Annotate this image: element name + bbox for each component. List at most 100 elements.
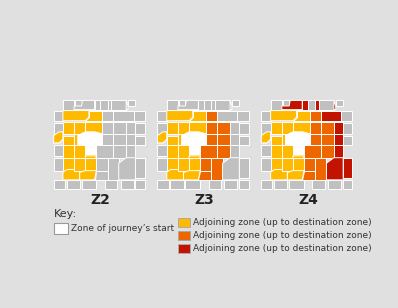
Polygon shape: [334, 145, 343, 158]
Polygon shape: [54, 136, 63, 143]
Polygon shape: [158, 158, 167, 171]
Polygon shape: [230, 100, 232, 110]
Polygon shape: [343, 136, 353, 145]
Polygon shape: [189, 122, 206, 134]
Polygon shape: [336, 100, 343, 106]
Polygon shape: [126, 145, 135, 158]
Polygon shape: [222, 158, 239, 180]
Polygon shape: [82, 180, 96, 189]
Polygon shape: [217, 145, 230, 158]
Polygon shape: [167, 111, 193, 121]
Polygon shape: [85, 158, 96, 171]
Polygon shape: [271, 169, 287, 180]
Polygon shape: [343, 158, 353, 178]
Text: Z3: Z3: [194, 193, 214, 207]
Polygon shape: [293, 111, 310, 121]
Polygon shape: [134, 111, 145, 121]
Polygon shape: [189, 145, 200, 154]
Polygon shape: [178, 134, 189, 145]
Polygon shape: [75, 100, 82, 106]
Polygon shape: [189, 156, 200, 163]
Polygon shape: [178, 122, 189, 134]
Polygon shape: [167, 136, 178, 145]
Bar: [178, 231, 190, 240]
Polygon shape: [95, 171, 107, 180]
Polygon shape: [113, 134, 126, 145]
Polygon shape: [315, 100, 319, 110]
Polygon shape: [189, 158, 200, 171]
Polygon shape: [310, 111, 321, 121]
Polygon shape: [54, 123, 63, 134]
Bar: [54, 223, 68, 234]
Polygon shape: [198, 171, 211, 180]
Polygon shape: [200, 158, 211, 171]
Polygon shape: [271, 158, 282, 171]
Polygon shape: [63, 145, 74, 158]
Polygon shape: [341, 111, 353, 121]
Polygon shape: [135, 123, 145, 134]
Polygon shape: [74, 122, 85, 134]
Polygon shape: [126, 100, 128, 110]
Polygon shape: [293, 145, 304, 156]
Polygon shape: [158, 123, 167, 134]
Text: Z4: Z4: [298, 193, 318, 207]
Polygon shape: [261, 145, 271, 156]
Polygon shape: [178, 100, 198, 110]
Polygon shape: [282, 100, 302, 110]
Polygon shape: [204, 100, 211, 110]
Polygon shape: [158, 111, 167, 121]
Polygon shape: [293, 156, 304, 163]
Polygon shape: [282, 158, 293, 171]
Bar: [178, 244, 190, 253]
Polygon shape: [290, 100, 302, 110]
Polygon shape: [283, 100, 289, 106]
Polygon shape: [200, 145, 217, 158]
Polygon shape: [334, 134, 343, 145]
Polygon shape: [261, 132, 271, 143]
Polygon shape: [66, 180, 80, 189]
Polygon shape: [167, 122, 178, 134]
Polygon shape: [321, 134, 334, 145]
Polygon shape: [321, 111, 341, 121]
Text: Adjoining zone (up to destination zone): Adjoining zone (up to destination zone): [193, 244, 372, 253]
Polygon shape: [312, 180, 324, 189]
Polygon shape: [282, 122, 293, 134]
Polygon shape: [308, 100, 315, 110]
Polygon shape: [315, 158, 326, 180]
Polygon shape: [230, 134, 239, 145]
Polygon shape: [113, 111, 134, 121]
Polygon shape: [100, 100, 107, 110]
Polygon shape: [96, 158, 107, 171]
Polygon shape: [293, 145, 304, 154]
Polygon shape: [167, 145, 178, 158]
Polygon shape: [135, 136, 145, 145]
Polygon shape: [271, 122, 282, 134]
Polygon shape: [310, 122, 321, 134]
Polygon shape: [85, 111, 102, 121]
Polygon shape: [232, 100, 239, 106]
Polygon shape: [74, 145, 85, 158]
Polygon shape: [326, 158, 343, 180]
Polygon shape: [217, 134, 230, 145]
Polygon shape: [85, 134, 102, 145]
Polygon shape: [178, 158, 189, 171]
Polygon shape: [334, 122, 343, 134]
Polygon shape: [211, 100, 215, 110]
Polygon shape: [82, 100, 95, 110]
Polygon shape: [119, 158, 135, 180]
Polygon shape: [282, 134, 293, 145]
Polygon shape: [217, 111, 238, 121]
Polygon shape: [304, 145, 321, 158]
Polygon shape: [310, 134, 321, 145]
Polygon shape: [198, 100, 204, 110]
Polygon shape: [189, 111, 206, 121]
Polygon shape: [261, 158, 271, 171]
Polygon shape: [63, 100, 74, 110]
Polygon shape: [239, 158, 249, 178]
Polygon shape: [209, 180, 221, 189]
Polygon shape: [261, 180, 273, 189]
Polygon shape: [111, 100, 126, 110]
Polygon shape: [271, 100, 282, 110]
Polygon shape: [285, 132, 310, 145]
Polygon shape: [167, 158, 178, 171]
